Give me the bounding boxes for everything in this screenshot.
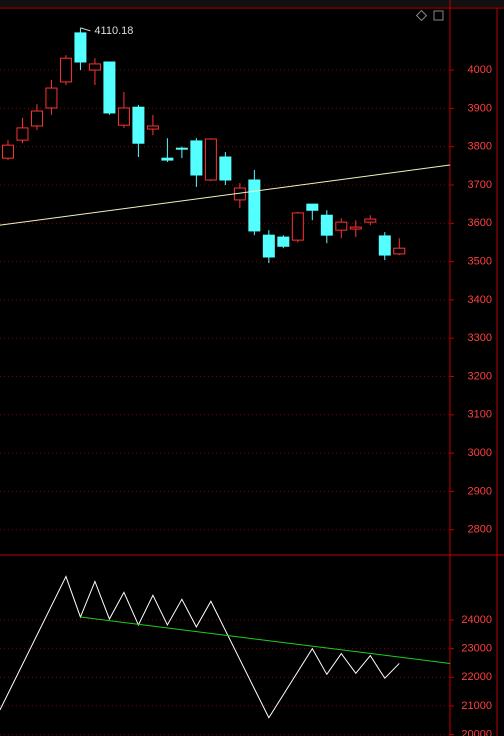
y-tick-label: 3200: [468, 370, 492, 382]
annotation-leader: [80, 27, 91, 32]
candle-body: [262, 234, 275, 258]
candle-body: [117, 107, 130, 126]
candle-body: [320, 214, 333, 236]
y-tick-label: 3100: [468, 409, 492, 421]
candle-body: [45, 87, 58, 109]
candle-body: [349, 226, 362, 230]
candle-body: [364, 218, 377, 223]
candle-body: [161, 157, 174, 161]
candle-body: [393, 247, 406, 255]
y-tick-label: 24000: [461, 614, 492, 626]
candle-body: [291, 212, 304, 241]
toolbar: [0, 0, 504, 7]
y-tick-label: 23000: [461, 643, 492, 655]
y-tick-label: 21000: [461, 700, 492, 712]
candle-body: [378, 235, 391, 256]
icon[interactable]: [433, 10, 444, 21]
y-tick-label: 3400: [468, 294, 492, 306]
y-tick-label: 2800: [468, 524, 492, 536]
line-series: [0, 575, 400, 719]
y-tick-label: 20000: [461, 728, 492, 736]
candle-body: [30, 110, 43, 127]
candle-body: [103, 61, 116, 114]
y-tick-label: 3800: [468, 141, 492, 153]
candle-body: [175, 147, 188, 150]
candle-body: [248, 179, 261, 232]
y-tick-label: 3900: [468, 102, 492, 114]
y-tick-label: 2900: [468, 485, 492, 497]
max-label: 4110.18: [94, 25, 133, 37]
y-tick-label: 4000: [468, 64, 492, 76]
candle-body: [277, 236, 290, 247]
trendline: [0, 164, 451, 226]
candle-body: [146, 125, 159, 130]
candle-body: [204, 138, 217, 181]
candle-body: [132, 106, 145, 144]
y-tick-label: 3600: [468, 217, 492, 229]
y-tick-label: 3300: [468, 332, 492, 344]
y-tick-label: 3700: [468, 179, 492, 191]
candle-body: [335, 221, 348, 231]
y-tick-label: 22000: [461, 671, 492, 683]
icon[interactable]: [415, 9, 428, 22]
candle-body: [1, 144, 14, 159]
candle-body: [88, 63, 101, 71]
y-tick-label: 3500: [468, 255, 492, 267]
line-series: [80, 616, 451, 664]
candle-body: [74, 32, 87, 63]
candle-body: [306, 203, 319, 211]
candle-body: [190, 140, 203, 176]
y-tick-label: 3000: [468, 447, 492, 459]
candle-body: [59, 57, 72, 83]
candle-body: [219, 156, 232, 181]
candle-body: [16, 127, 29, 141]
